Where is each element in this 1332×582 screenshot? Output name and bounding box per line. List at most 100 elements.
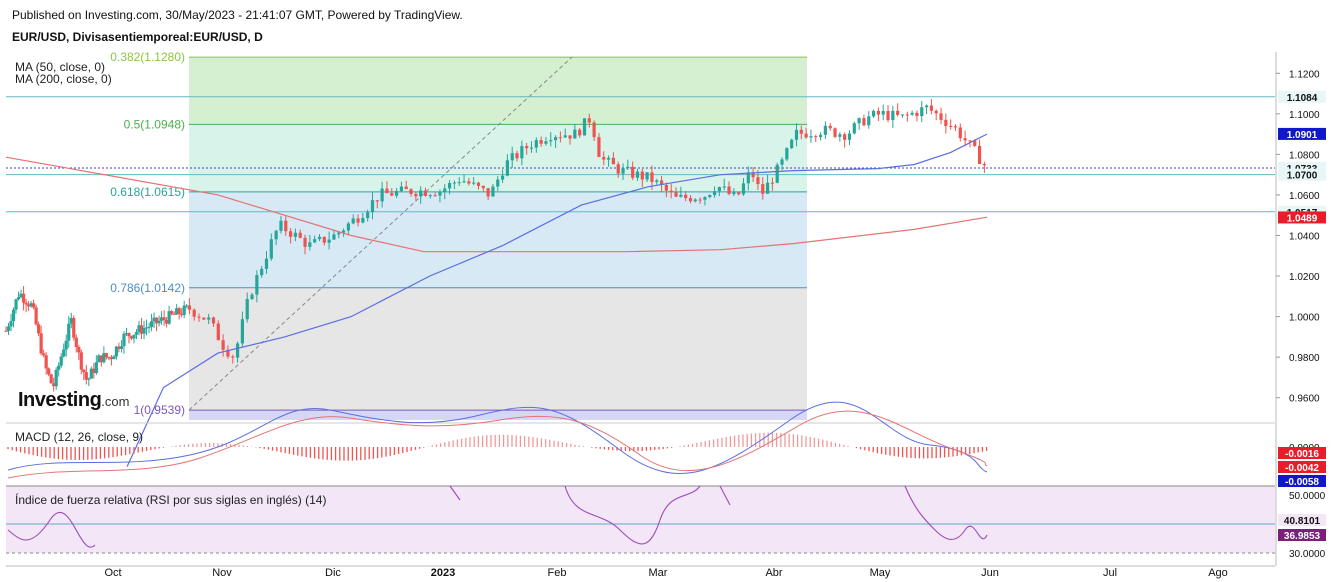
time-tick-label: Mar — [649, 567, 668, 579]
candle — [192, 308, 196, 321]
time-tick-label: Jul — [1103, 567, 1117, 579]
candle-body — [404, 186, 408, 190]
candle-body — [525, 146, 529, 149]
candle-body — [785, 148, 789, 160]
candle-body — [44, 355, 48, 369]
candle-body — [920, 107, 924, 117]
candle-body — [137, 325, 141, 333]
candle — [684, 191, 688, 202]
candle-body — [337, 232, 341, 235]
candle-body — [741, 183, 746, 195]
candle — [881, 104, 885, 121]
price-badge-label: 1.0700 — [1287, 171, 1318, 182]
candle-body — [905, 114, 909, 116]
candle-body — [182, 305, 186, 315]
candle — [102, 346, 106, 364]
candle — [659, 175, 664, 192]
candle-body — [481, 185, 485, 189]
candle — [62, 343, 66, 358]
candle — [862, 114, 866, 127]
candle — [94, 355, 98, 375]
candle-body — [804, 133, 808, 138]
candle-body — [39, 333, 43, 354]
candle-body — [47, 368, 51, 375]
time-tick-label: Abr — [765, 567, 782, 579]
fib-level-label: 0.5(1.0948) — [124, 117, 185, 131]
candle — [867, 111, 871, 129]
candle — [529, 141, 534, 153]
candle-body — [160, 317, 164, 321]
price-tick-label: 1.0800 — [1289, 150, 1320, 161]
candle — [804, 127, 808, 139]
candle — [563, 128, 567, 139]
candle — [496, 175, 500, 191]
candle — [142, 320, 146, 340]
candle — [871, 109, 876, 118]
candle-body — [515, 153, 519, 159]
candle-body — [712, 191, 717, 196]
candle — [814, 134, 818, 143]
candle-body — [226, 349, 230, 357]
candle-body — [26, 304, 31, 307]
candle-body — [838, 134, 842, 137]
candle-body — [16, 297, 21, 300]
candle — [510, 146, 514, 168]
fib-level-label: 0.786(1.0142) — [110, 281, 185, 295]
candle — [34, 304, 38, 326]
candle — [149, 313, 154, 332]
candle-body — [871, 110, 876, 117]
candle — [356, 214, 360, 227]
candle — [109, 354, 114, 366]
candle — [139, 317, 144, 340]
candle-body — [953, 126, 958, 128]
candle — [968, 140, 972, 148]
candle — [568, 135, 572, 145]
candle — [26, 301, 31, 311]
candle-body — [175, 308, 179, 315]
ma50-line — [126, 133, 988, 467]
candle-body — [99, 355, 103, 363]
candle-body — [765, 182, 770, 194]
candle-body — [177, 308, 181, 315]
candle — [274, 229, 278, 246]
candle-body — [346, 223, 350, 231]
candle — [544, 137, 548, 146]
candle-body — [298, 232, 302, 238]
candle-body — [602, 156, 606, 160]
candle — [780, 157, 784, 171]
candle-body — [4, 330, 8, 332]
macd-signal-line — [7, 410, 988, 479]
candle — [9, 313, 13, 332]
candle-body — [968, 140, 972, 142]
candle — [751, 167, 755, 182]
candle-body — [486, 188, 490, 197]
candle-body — [423, 190, 428, 196]
candle — [380, 181, 384, 208]
candle — [332, 229, 336, 240]
candle-body — [139, 325, 144, 334]
candle — [129, 335, 134, 341]
candle — [375, 200, 379, 209]
candle-body — [104, 353, 108, 358]
candle-body — [132, 334, 136, 339]
candles — [4, 99, 986, 392]
candle — [939, 107, 943, 125]
candle — [447, 180, 452, 195]
candle-body — [385, 188, 389, 194]
time-tick-label: Feb — [548, 567, 567, 579]
rsi-badge-label: 36.9853 — [1284, 531, 1321, 542]
candle-body — [154, 317, 159, 324]
candle-body — [674, 192, 678, 197]
candle-body — [240, 319, 245, 344]
candle — [409, 188, 413, 197]
candle — [175, 304, 179, 315]
price-tick-label: 1.0000 — [1289, 313, 1320, 324]
candle-body — [24, 302, 28, 305]
candle-body — [510, 153, 514, 161]
candle-body — [107, 357, 111, 359]
rsi-label: Índice de fuerza relativa (RSI por sus s… — [15, 493, 327, 507]
candle — [6, 322, 11, 336]
candle — [553, 135, 558, 148]
candle — [626, 159, 630, 170]
